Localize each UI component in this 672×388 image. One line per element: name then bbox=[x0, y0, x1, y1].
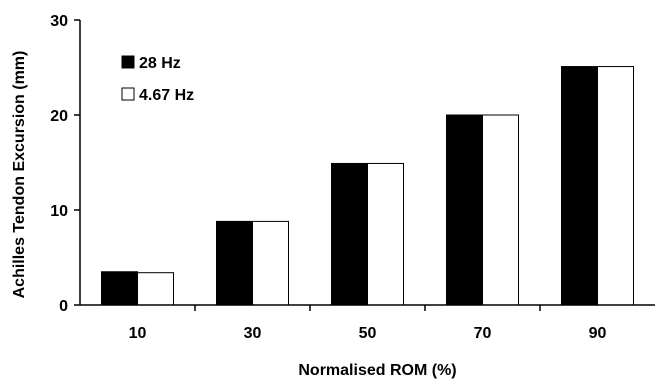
legend-label-1: 28 Hz bbox=[139, 55, 181, 72]
axes-group bbox=[79, 20, 655, 306]
bar-series1-30 bbox=[216, 220, 253, 306]
x-axis-title: Normalised ROM (%) bbox=[298, 362, 456, 379]
bar-series2-50 bbox=[367, 162, 404, 306]
bar-series1-50 bbox=[331, 162, 368, 306]
x-tick-label: 90 bbox=[589, 325, 607, 342]
legend-swatch-1 bbox=[121, 55, 135, 69]
y-axis-title: Achilles Tendon Excursion (mm) bbox=[11, 51, 28, 299]
y-tick-label: 30 bbox=[50, 13, 68, 30]
bars-group bbox=[101, 66, 634, 306]
bar-series1-10 bbox=[101, 271, 138, 306]
bar-series2-90 bbox=[597, 66, 634, 306]
y-tick-label: 10 bbox=[50, 203, 68, 220]
x-tick-label: 10 bbox=[129, 325, 147, 342]
y-tick-label: 20 bbox=[50, 108, 68, 125]
x-tick-label: 30 bbox=[244, 325, 262, 342]
x-tick-label: 70 bbox=[474, 325, 492, 342]
x-tick-label: 50 bbox=[359, 325, 377, 342]
bar-series2-30 bbox=[252, 220, 289, 306]
legend-swatch-2 bbox=[121, 87, 135, 101]
bar-series2-70 bbox=[482, 114, 519, 306]
bar-series1-70 bbox=[446, 114, 483, 306]
ticks-group: 10 30 50 70 90 0 10 20 30 bbox=[50, 13, 606, 342]
bar-series1-90 bbox=[561, 66, 598, 306]
bar-series2-10 bbox=[137, 272, 174, 306]
y-tick-label: 0 bbox=[59, 298, 68, 315]
legend: 28 Hz 4.67 Hz bbox=[121, 55, 194, 104]
legend-label-2: 4.67 Hz bbox=[139, 87, 194, 104]
